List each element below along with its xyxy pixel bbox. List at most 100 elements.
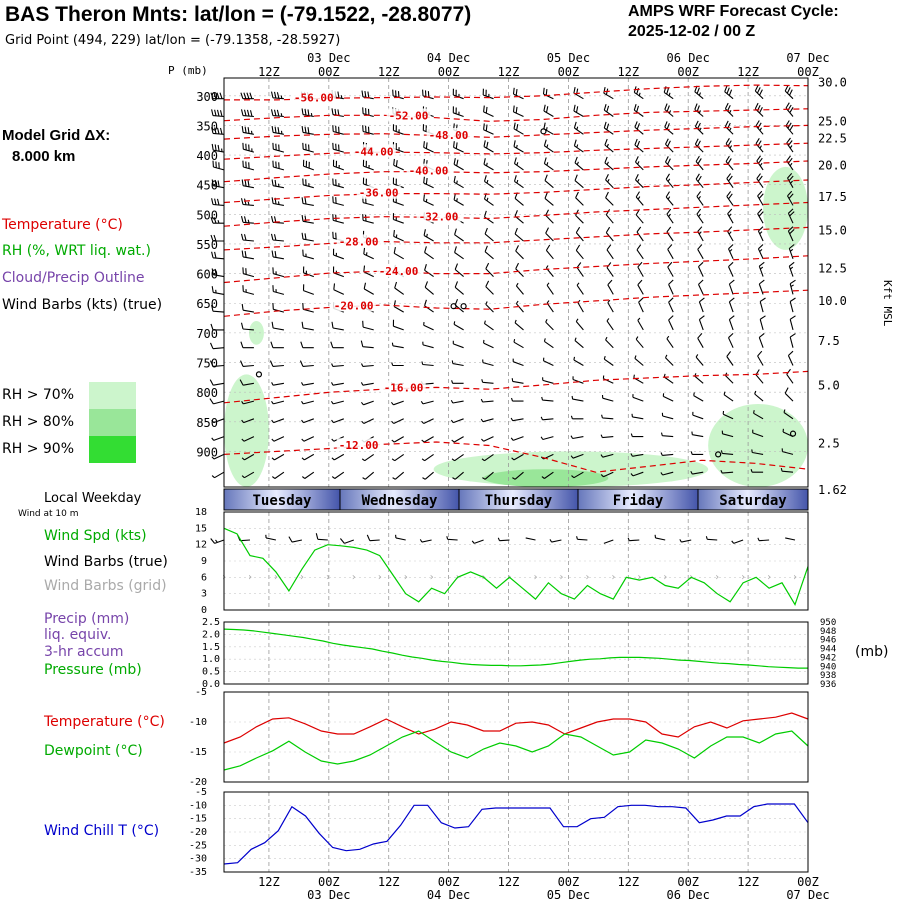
wind-barb [240, 198, 254, 206]
isotherm-label: -12.00 [339, 439, 379, 452]
wind-barb [634, 355, 644, 366]
isotherm-label-bg [351, 144, 396, 158]
rh-70-swatch [89, 382, 136, 409]
wind-barb [452, 340, 464, 349]
wind-barb [698, 315, 705, 331]
isotherm-line [223, 201, 809, 227]
precip-tick: 0.0 [202, 679, 220, 690]
wind-barb [728, 244, 734, 260]
windchill-line [223, 803, 809, 865]
rh-patch [483, 469, 609, 487]
precip-tick: 2.0 [202, 629, 220, 640]
wind-barb [633, 86, 644, 100]
wind-barb [392, 213, 404, 224]
wind-barb [241, 400, 255, 405]
wind-barb [720, 450, 734, 455]
wind-barb [757, 190, 764, 206]
wind-barb [240, 322, 254, 331]
wind-barb [543, 104, 554, 117]
wind-barb [661, 412, 674, 420]
wind-barb [302, 284, 314, 295]
wind-speed-tick: 3 [201, 589, 207, 600]
rh-patch [763, 166, 808, 250]
grid-wind-barb: › [299, 572, 305, 583]
forecast-cycle-label: AMPS WRF Forecast Cycle: [628, 3, 839, 20]
temperature-tick: -10 [189, 717, 207, 728]
wind-barb [366, 534, 380, 542]
wind-barb [301, 108, 314, 118]
top-time-tick: 00Z [797, 65, 819, 79]
wind-barb [631, 413, 644, 420]
wind-barb [756, 173, 764, 189]
forecast-cycle-value: 2025-12-02 / 00 Z [628, 23, 756, 40]
wind-barb [332, 266, 344, 278]
isotherm-label-bg [331, 298, 376, 312]
wind-barb [271, 471, 285, 479]
wind-barb [630, 453, 644, 457]
cloud-outline-layer [255, 128, 797, 458]
wind-barb [603, 104, 614, 117]
wind-barb [512, 105, 524, 117]
wind-barb [758, 332, 765, 348]
isotherm-line [223, 441, 809, 473]
bottom-date-label: 05 Dec [547, 888, 590, 900]
wind-barb [392, 124, 404, 135]
height-tick: 22.5 [818, 131, 847, 145]
wind-barb [576, 262, 584, 277]
wind-barb [630, 471, 644, 477]
wind-barb [605, 226, 614, 242]
model-grid-label: Model Grid ΔX: [2, 127, 111, 144]
top-date-label: 05 Dec [547, 51, 590, 65]
wind-barb [271, 436, 285, 442]
wind-barb [607, 299, 614, 313]
wind-barb [272, 285, 285, 295]
wind-barb [513, 157, 524, 171]
wind-barb [573, 121, 584, 135]
windchill-tick: -25 [189, 840, 207, 851]
wind-barb [694, 373, 704, 384]
wind-barb [635, 336, 644, 349]
wind-barb [694, 85, 704, 100]
wind-barb [635, 173, 644, 189]
rh-80-swatch [89, 409, 136, 436]
wind-barb [391, 453, 405, 462]
wind-barb [512, 358, 524, 367]
wind-barb [571, 395, 584, 402]
wind-barb [603, 355, 614, 366]
pressure-tick-right: 942 [820, 653, 836, 663]
wind-barb [750, 469, 764, 473]
wind-barb [635, 209, 644, 224]
bottom-date-label: 07 Dec [786, 888, 829, 900]
wind-barb [635, 191, 644, 206]
wind-barb [545, 209, 554, 224]
wind-barb [660, 471, 674, 476]
wind-barb [241, 179, 255, 189]
isotherm-label-bg [356, 185, 401, 199]
wind-barb [724, 102, 734, 117]
wind-barb [695, 155, 704, 171]
wind-barb [301, 197, 314, 206]
isotherm-line [223, 370, 809, 404]
wind-barb [690, 451, 704, 455]
wind-barb [545, 265, 554, 277]
wind-barb [423, 141, 434, 153]
pressure-tick-right: 946 [820, 636, 836, 646]
isotherm-line [223, 108, 809, 122]
wind-barb [209, 398, 225, 405]
wind-barb [638, 297, 644, 313]
wind-barb [483, 158, 494, 171]
wind-barb [663, 373, 674, 384]
wind-barb [601, 414, 614, 420]
wind-barb [480, 418, 494, 423]
isotherm-line [223, 255, 809, 284]
wind-barb [758, 261, 765, 277]
wind-barb [753, 410, 764, 420]
local-weekday-label: Local Weekday [44, 491, 142, 506]
wind-barb [450, 418, 464, 424]
pressure-tick-right: 938 [820, 671, 836, 681]
wind-barb [546, 282, 554, 295]
height-tick: 12.5 [818, 261, 847, 275]
wind-barb [483, 320, 494, 331]
wind-barb [605, 191, 614, 206]
weekday-cell [697, 488, 809, 511]
